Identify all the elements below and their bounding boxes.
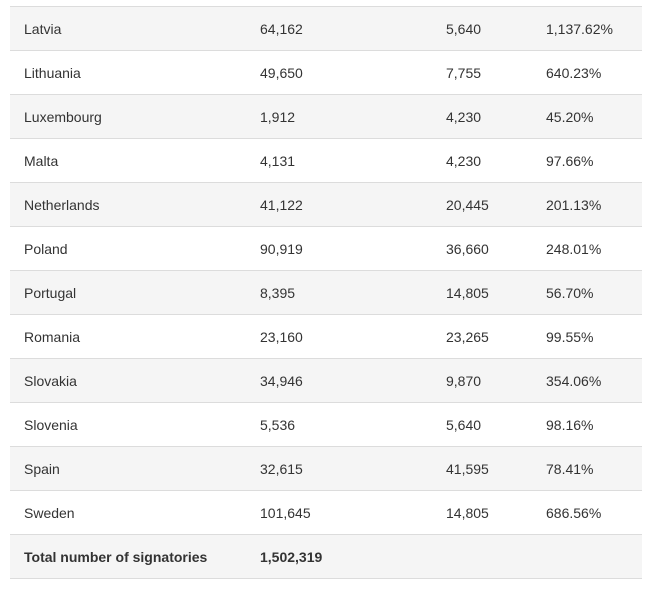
- country-cell: Lithuania: [24, 64, 81, 81]
- threshold-cell: 4,230: [446, 108, 482, 125]
- country-cell: Malta: [24, 152, 59, 169]
- percentage-cell: 98.16%: [546, 416, 594, 433]
- table-row: Portugal 8,395 14,805 56.70%: [10, 270, 642, 315]
- table-row: Slovenia 5,536 5,640 98.16%: [10, 402, 642, 447]
- country-cell: Slovakia: [24, 372, 77, 389]
- table-row: Latvia 64,162 5,640 1,137.62%: [10, 6, 642, 51]
- percentage-cell: 686.56%: [546, 504, 602, 521]
- table-body: Latvia 64,162 5,640 1,137.62% Lithuania …: [10, 6, 642, 579]
- threshold-cell: 7,755: [446, 64, 482, 81]
- signatures-cell: 23,160: [260, 328, 303, 345]
- percentage-cell: 78.41%: [546, 460, 594, 477]
- signatures-cell: 4,131: [260, 152, 296, 169]
- signatures-cell: 32,615: [260, 460, 303, 477]
- country-cell: Portugal: [24, 284, 77, 301]
- country-cell: Slovenia: [24, 416, 78, 433]
- table-row: Spain 32,615 41,595 78.41%: [10, 446, 642, 491]
- percentage-cell: 99.55%: [546, 328, 594, 345]
- threshold-cell: 9,870: [446, 372, 482, 389]
- country-cell: Spain: [24, 460, 60, 477]
- country-cell: Sweden: [24, 504, 75, 521]
- signatures-cell: 101,645: [260, 504, 311, 521]
- threshold-cell: 14,805: [446, 284, 489, 301]
- signatures-cell: 90,919: [260, 240, 303, 257]
- signatures-cell: 5,536: [260, 416, 296, 433]
- empty-cell: [546, 535, 642, 579]
- percentage-cell: 354.06%: [546, 372, 602, 389]
- percentage-cell: 640.23%: [546, 64, 602, 81]
- table-row: Sweden 101,645 14,805 686.56%: [10, 490, 642, 535]
- threshold-cell: 41,595: [446, 460, 489, 477]
- signatures-cell: 41,122: [260, 196, 303, 213]
- percentage-cell: 97.66%: [546, 152, 594, 169]
- signatures-cell: 34,946: [260, 372, 303, 389]
- signatures-cell: 64,162: [260, 20, 303, 37]
- signatures-cell: 49,650: [260, 64, 303, 81]
- percentage-cell: 248.01%: [546, 240, 602, 257]
- table-row: Netherlands 41,122 20,445 201.13%: [10, 182, 642, 227]
- table-row: Malta 4,131 4,230 97.66%: [10, 138, 642, 183]
- signatories-table: Latvia 64,162 5,640 1,137.62% Lithuania …: [10, 6, 642, 579]
- threshold-cell: 4,230: [446, 152, 482, 169]
- table-row: Slovakia 34,946 9,870 354.06%: [10, 358, 642, 403]
- table-row: Poland 90,919 36,660 248.01%: [10, 226, 642, 271]
- country-cell: Netherlands: [24, 196, 100, 213]
- country-cell: Poland: [24, 240, 68, 257]
- table-row: Romania 23,160 23,265 99.55%: [10, 314, 642, 359]
- threshold-cell: 5,640: [446, 416, 482, 433]
- table-row: Lithuania 49,650 7,755 640.23%: [10, 50, 642, 95]
- total-value: 1,502,319: [260, 548, 323, 565]
- country-cell: Romania: [24, 328, 81, 345]
- signatures-cell: 8,395: [260, 284, 296, 301]
- signatures-cell: 1,912: [260, 108, 296, 125]
- table-row: Luxembourg 1,912 4,230 45.20%: [10, 94, 642, 139]
- total-row: Total number of signatories 1,502,319: [10, 534, 642, 579]
- percentage-cell: 1,137.62%: [546, 20, 613, 37]
- percentage-cell: 56.70%: [546, 284, 594, 301]
- total-label: Total number of signatories: [24, 548, 208, 565]
- signatories-table-container: Latvia 64,162 5,640 1,137.62% Lithuania …: [10, 6, 642, 579]
- threshold-cell: 20,445: [446, 196, 489, 213]
- threshold-cell: 5,640: [446, 20, 482, 37]
- percentage-cell: 201.13%: [546, 196, 602, 213]
- country-cell: Luxembourg: [24, 108, 102, 125]
- country-cell: Latvia: [24, 20, 62, 37]
- threshold-cell: 23,265: [446, 328, 489, 345]
- empty-cell: [446, 535, 546, 579]
- percentage-cell: 45.20%: [546, 108, 594, 125]
- threshold-cell: 36,660: [446, 240, 489, 257]
- threshold-cell: 14,805: [446, 504, 489, 521]
